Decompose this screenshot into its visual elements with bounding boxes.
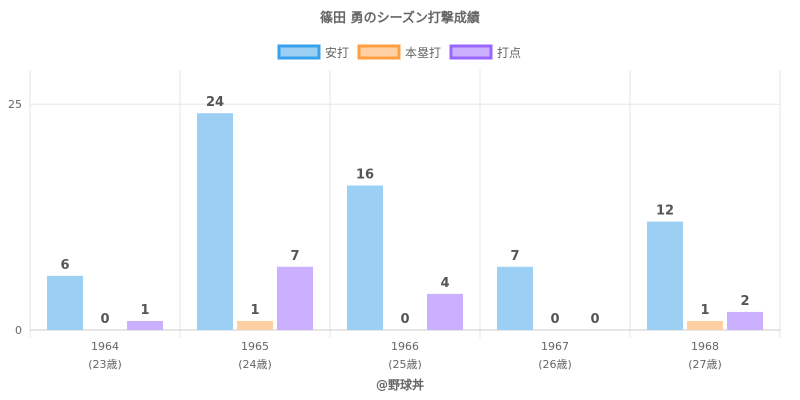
data-label: 2	[740, 294, 749, 309]
bar	[277, 266, 313, 330]
legend-swatch	[357, 44, 401, 60]
legend-swatch	[277, 44, 321, 60]
x-axis: 1964 (23歳) 1965 (24歳) 1966 (25歳) 1967 (26歳) 1968…	[88, 340, 722, 371]
x-tick-sublabel: (25歳)	[388, 358, 422, 371]
x-tick-label: 1968	[691, 340, 719, 353]
bars	[47, 113, 763, 331]
x-tick-label: 1967	[541, 340, 569, 353]
bar	[647, 221, 683, 330]
legend-swatch	[449, 44, 493, 60]
y-tick-label: 25	[8, 98, 22, 111]
bar	[427, 293, 463, 330]
data-label: 7	[510, 249, 519, 264]
x-tick-label: 1966	[391, 340, 419, 353]
data-label: 1	[140, 303, 149, 318]
bar	[127, 320, 163, 330]
bar	[727, 311, 763, 330]
credit-text: @野球丼	[376, 377, 424, 392]
data-label: 6	[60, 258, 69, 273]
bar	[497, 266, 533, 330]
bar	[197, 113, 233, 331]
bar	[47, 275, 83, 330]
data-label: 0	[400, 312, 409, 327]
bar	[237, 320, 273, 330]
chart-title: 篠田 勇のシーズン打撃成績	[320, 10, 480, 26]
legend-label: 安打	[325, 45, 349, 60]
legend-label: 打点	[497, 46, 521, 60]
data-label: 0	[550, 312, 559, 327]
x-tick-sublabel: (23歳)	[88, 358, 122, 371]
data-label: 16	[356, 167, 374, 182]
x-tick-label: 1964	[91, 340, 119, 353]
data-label: 24	[206, 95, 224, 110]
bar	[347, 185, 383, 330]
legend: 安打 本塁打 打点	[277, 44, 521, 60]
x-tick-sublabel: (27歳)	[688, 358, 722, 371]
data-label: 0	[100, 312, 109, 327]
data-label: 1	[700, 303, 709, 318]
x-tick-sublabel: (26歳)	[538, 358, 572, 371]
x-tick-label: 1965	[241, 340, 269, 353]
bar	[687, 320, 723, 330]
x-tick-sublabel: (24歳)	[238, 358, 272, 371]
data-label: 4	[440, 276, 449, 291]
data-label: 12	[656, 204, 674, 219]
data-label: 0	[590, 312, 599, 327]
data-label: 1	[250, 303, 259, 318]
y-tick-label: 0	[15, 324, 22, 337]
y-axis: 0 25	[8, 98, 22, 337]
data-label: 7	[290, 249, 299, 264]
legend-label: 本塁打	[405, 46, 441, 60]
